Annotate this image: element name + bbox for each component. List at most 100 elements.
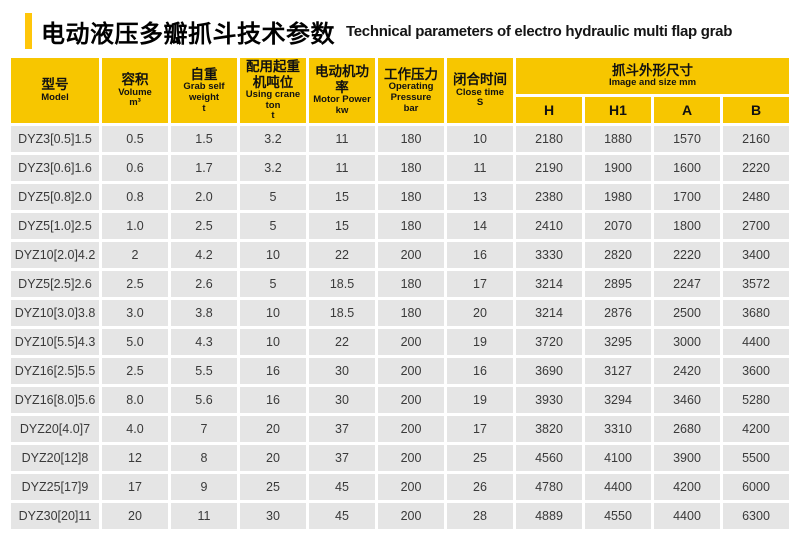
model-cell: DYZ5[2.5]2.6: [11, 271, 99, 297]
value-cell: 10: [240, 300, 306, 326]
value-cell: 2.5: [102, 271, 168, 297]
value-cell: 17: [102, 474, 168, 500]
value-cell: 18.5: [309, 271, 375, 297]
model-cell: DYZ10[3.0]3.8: [11, 300, 99, 326]
value-cell: 9: [171, 474, 237, 500]
value-cell: 2.5: [102, 358, 168, 384]
value-cell: 37: [309, 416, 375, 442]
value-cell: 3930: [516, 387, 582, 413]
value-cell: 180: [378, 184, 444, 210]
table-row: DYZ16[8.0]5.6 8.0 5.6 16 30 200 19 3930 3294 3460…: [11, 387, 789, 413]
col-header-dim-h: H: [516, 97, 582, 123]
value-cell: 2.5: [171, 213, 237, 239]
col-header-motor-power-zh: 电动机功 率: [315, 64, 369, 95]
col-header-close-time-zh: 闭合时间: [453, 72, 507, 88]
value-cell: 4889: [516, 503, 582, 529]
value-cell: 30: [309, 387, 375, 413]
value-cell: 3294: [585, 387, 651, 413]
value-cell: 1980: [585, 184, 651, 210]
value-cell: 26: [447, 474, 513, 500]
col-header-dimensions-group: 抓斗外形尺寸 Image and size mm: [516, 58, 789, 94]
value-cell: 11: [309, 155, 375, 181]
value-cell: 5500: [723, 445, 789, 471]
value-cell: 5280: [723, 387, 789, 413]
value-cell: 28: [447, 503, 513, 529]
value-cell: 2190: [516, 155, 582, 181]
value-cell: 0.5: [102, 126, 168, 152]
value-cell: 6300: [723, 503, 789, 529]
value-cell: 11: [447, 155, 513, 181]
value-cell: 2070: [585, 213, 651, 239]
model-cell: DYZ5[0.8]2.0: [11, 184, 99, 210]
value-cell: 1700: [654, 184, 720, 210]
value-cell: 25: [447, 445, 513, 471]
table-row: DYZ5[2.5]2.6 2.5 2.6 5 18.5 180 17 3214 2895 2247…: [11, 271, 789, 297]
table-row: DYZ3[0.5]1.5 0.5 1.5 3.2 11 180 10 2180 1880 1570…: [11, 126, 789, 152]
value-cell: 10: [240, 242, 306, 268]
value-cell: 180: [378, 271, 444, 297]
value-cell: 13: [447, 184, 513, 210]
model-cell: DYZ10[5.5]4.3: [11, 329, 99, 355]
value-cell: 4200: [654, 474, 720, 500]
model-cell: DYZ10[2.0]4.2: [11, 242, 99, 268]
value-cell: 2180: [516, 126, 582, 152]
table-row: DYZ16[2.5]5.5 2.5 5.5 16 30 200 16 3690 3127 2420…: [11, 358, 789, 384]
value-cell: 3330: [516, 242, 582, 268]
model-cell: DYZ30[20]11: [11, 503, 99, 529]
col-header-operating-pressure: 工作压力 Operating Pressure bar: [378, 58, 444, 123]
value-cell: 3680: [723, 300, 789, 326]
value-cell: 5: [240, 184, 306, 210]
col-header-self-weight: 自重 Grab self weight t: [171, 58, 237, 123]
value-cell: 3572: [723, 271, 789, 297]
value-cell: 4.2: [171, 242, 237, 268]
value-cell: 20: [240, 416, 306, 442]
value-cell: 19: [447, 329, 513, 355]
model-cell: DYZ16[8.0]5.6: [11, 387, 99, 413]
table-row: DYZ20[12]8 12 8 20 37 200 25 4560 4100 3900 5500: [11, 445, 789, 471]
value-cell: 5: [240, 271, 306, 297]
value-cell: 1880: [585, 126, 651, 152]
value-cell: 30: [309, 358, 375, 384]
value-cell: 2680: [654, 416, 720, 442]
col-header-crane-tonnage-zh: 配用起重 机吨位: [246, 59, 300, 90]
value-cell: 3820: [516, 416, 582, 442]
value-cell: 37: [309, 445, 375, 471]
value-cell: 3214: [516, 271, 582, 297]
value-cell: 3214: [516, 300, 582, 326]
value-cell: 3900: [654, 445, 720, 471]
col-header-model-en: Model: [41, 91, 69, 103]
col-header-crane-tonnage-en: Using crane ton t: [245, 89, 301, 122]
col-header-volume-zh: 容积: [121, 72, 149, 88]
model-cell: DYZ20[12]8: [11, 445, 99, 471]
table-row: DYZ20[4.0]7 4.0 7 20 37 200 17 3820 3310 2680 4200: [11, 416, 789, 442]
col-header-dim-a: A: [654, 97, 720, 123]
value-cell: 45: [309, 503, 375, 529]
value-cell: 19: [447, 387, 513, 413]
value-cell: 3720: [516, 329, 582, 355]
table-body: DYZ3[0.5]1.5 0.5 1.5 3.2 11 180 10 2180 1880 1570…: [11, 126, 789, 529]
model-cell: DYZ16[2.5]5.5: [11, 358, 99, 384]
value-cell: 1.5: [171, 126, 237, 152]
value-cell: 180: [378, 126, 444, 152]
col-header-close-time: 闭合时间 Close time S: [447, 58, 513, 123]
page-title-en: Technical parameters of electro hydrauli…: [346, 22, 733, 40]
spec-table: 型号 Model 容积 Volume m³ 自重 Grab self weigh…: [8, 55, 792, 532]
value-cell: 5: [240, 213, 306, 239]
value-cell: 22: [309, 242, 375, 268]
value-cell: 7: [171, 416, 237, 442]
value-cell: 6000: [723, 474, 789, 500]
value-cell: 1800: [654, 213, 720, 239]
table-row: DYZ5[0.8]2.0 0.8 2.0 5 15 180 13 2380 1980 1700 24…: [11, 184, 789, 210]
value-cell: 4400: [654, 503, 720, 529]
value-cell: 5.0: [102, 329, 168, 355]
col-header-dim-b: B: [723, 97, 789, 123]
col-header-self-weight-en: Grab self weight t: [183, 81, 225, 114]
page-title-zh: 电动液压多瓣抓斗技术参数: [41, 20, 335, 48]
value-cell: 4.3: [171, 329, 237, 355]
value-cell: 4.0: [102, 416, 168, 442]
value-cell: 15: [309, 184, 375, 210]
value-cell: 30: [240, 503, 306, 529]
value-cell: 5.6: [171, 387, 237, 413]
model-cell: DYZ3[0.5]1.5: [11, 126, 99, 152]
value-cell: 12: [102, 445, 168, 471]
